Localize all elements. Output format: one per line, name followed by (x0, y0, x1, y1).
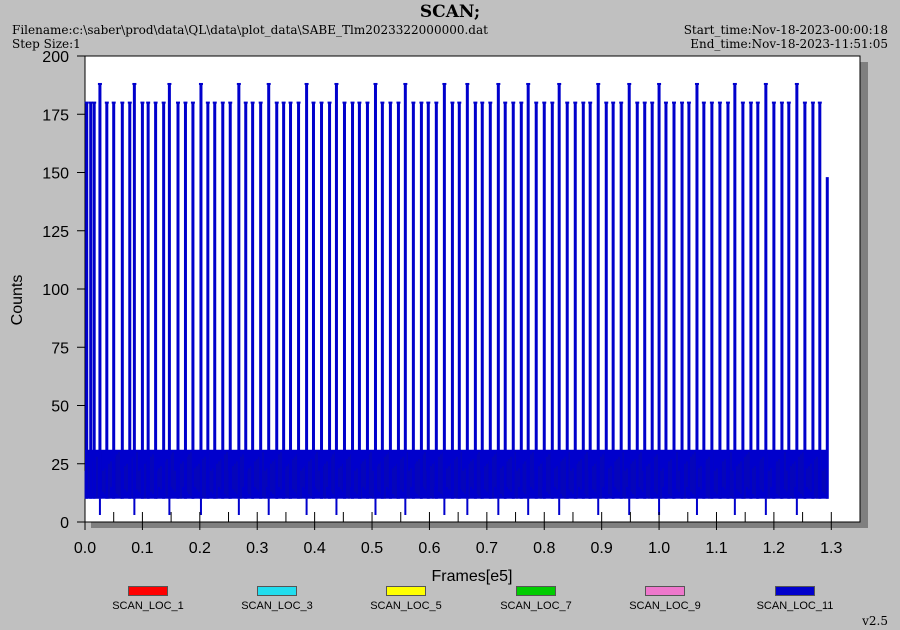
legend-swatch (645, 586, 685, 596)
version-text: v2.5 (862, 614, 888, 628)
x-axis: 0.0 0.1 0.2 0.3 0.4 0.5 0.6 0.7 0.8 0.9 1.0 1.1 1.2 1… (74, 512, 861, 557)
legend-swatch (128, 586, 168, 596)
y-axis-label: Counts (9, 275, 26, 326)
y-tick-label: 100 (42, 282, 69, 299)
filename-text: Filename:c:\saber\prod\data\QL\data\plot… (12, 23, 488, 37)
x-tick-label: 0.2 (189, 540, 211, 557)
x-tick-label: 0.7 (476, 540, 498, 557)
x-tick-label: 0.6 (418, 540, 440, 557)
legend-label: SCAN_LOC_7 (500, 600, 572, 612)
x-tick-label: 1.3 (820, 540, 842, 557)
x-tick-label: 1.2 (763, 540, 785, 557)
x-tick-label: 0.4 (304, 540, 326, 557)
legend-item: SCAN_LOC_7 (471, 586, 601, 612)
x-tick-label: 1.1 (705, 540, 727, 557)
y-tick-label: 175 (42, 107, 69, 124)
x-tick-label: 0.8 (533, 540, 555, 557)
y-tick-label: 0 (60, 515, 69, 532)
y-tick-label: 125 (42, 224, 69, 241)
legend-swatch (257, 586, 297, 596)
start-time-text: Start_time:Nov-18-2023-00:00:18 (683, 23, 888, 37)
time-info: Start_time:Nov-18-2023-00:00:18 End_time… (684, 23, 888, 51)
legend-item: SCAN_LOC_1 (83, 586, 213, 612)
step-size-text: Step Size:1 (12, 37, 81, 51)
y-tick-label: 50 (51, 399, 69, 416)
legend-item: SCAN_LOC_11 (730, 586, 860, 612)
x-tick-label: 0.9 (591, 540, 613, 557)
legend-item: SCAN_LOC_3 (212, 586, 342, 612)
y-tick-label: 200 (42, 49, 69, 66)
legend-swatch (516, 586, 556, 596)
y-tick-label: 75 (51, 340, 69, 357)
x-axis-label: Frames[e5] (432, 568, 513, 585)
legend-swatch (386, 586, 426, 596)
legend: SCAN_LOC_1 SCAN_LOC_3 SCAN_LOC_5 SCAN_LOC_7… (0, 586, 900, 616)
file-info: Filename:c:\saber\prod\data\QL\data\plot… (12, 23, 488, 51)
legend-swatch (775, 586, 815, 596)
y-tick-label: 150 (42, 166, 69, 183)
legend-item: SCAN_LOC_9 (600, 586, 730, 612)
x-tick-label: 0.5 (361, 540, 383, 557)
x-tick-label: 0.3 (246, 540, 268, 557)
legend-label: SCAN_LOC_11 (756, 600, 834, 612)
legend-label: SCAN_LOC_3 (241, 600, 313, 612)
x-tick-label: 0.0 (74, 540, 96, 557)
end-time-text: End_time:Nov-18-2023-11:51:05 (690, 37, 888, 51)
y-tick-label: 25 (51, 457, 69, 474)
legend-label: SCAN_LOC_5 (370, 600, 442, 612)
data-layer (84, 82, 829, 516)
x-tick-label: 0.1 (131, 540, 153, 557)
legend-label: SCAN_LOC_1 (112, 600, 184, 612)
x-tick-label: 1.0 (648, 540, 670, 557)
y-axis: 0 25 50 75 100 125 150 175 200 (42, 49, 85, 532)
legend-item: SCAN_LOC_5 (341, 586, 471, 612)
chart-title: SCAN; (419, 2, 481, 22)
legend-label: SCAN_LOC_9 (629, 600, 701, 612)
